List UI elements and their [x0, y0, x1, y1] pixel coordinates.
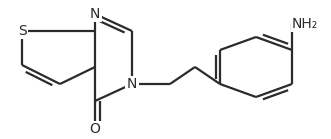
Text: NH₂: NH₂ — [292, 17, 318, 31]
Text: S: S — [18, 24, 26, 38]
Text: N: N — [127, 77, 137, 91]
Text: N: N — [90, 7, 100, 21]
Text: O: O — [90, 122, 100, 136]
